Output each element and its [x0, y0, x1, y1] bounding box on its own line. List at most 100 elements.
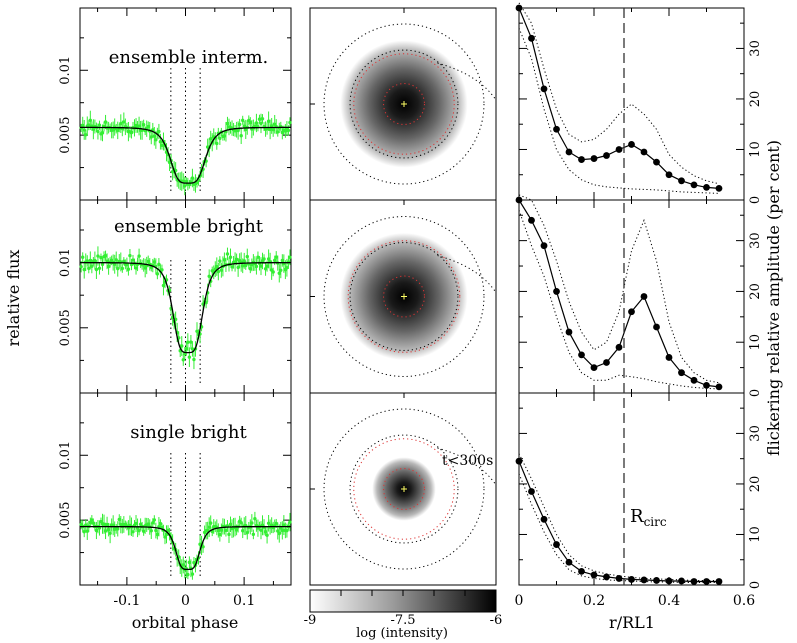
data-point: [97, 266, 102, 270]
data-point: [274, 255, 278, 259]
data-point: [85, 529, 89, 533]
y-tick-label: 0.01: [58, 56, 73, 85]
data-point: [540, 85, 548, 93]
data-point: [192, 357, 196, 362]
data-point: [105, 522, 109, 527]
y-tick-label: 0.005: [58, 502, 73, 539]
data-point: [276, 529, 280, 533]
disc-outer-circle: [323, 23, 485, 185]
data-point: [94, 528, 99, 533]
data-point: [515, 457, 523, 465]
data-point: [218, 532, 222, 537]
data-point: [222, 258, 227, 262]
data-point: [288, 520, 292, 524]
data-point: [515, 196, 523, 204]
y-tick-label: 30: [748, 425, 763, 442]
data-point: [218, 136, 222, 141]
model-curve: [80, 261, 291, 354]
data-point: [91, 521, 96, 525]
data-point: [106, 527, 111, 532]
x-tick-label: 0.6: [733, 593, 755, 609]
data-point: [215, 264, 219, 269]
data-point: [628, 308, 635, 316]
data-point: [90, 518, 94, 522]
data-point: [288, 120, 292, 125]
data-point: [114, 258, 118, 262]
data-point: [134, 266, 138, 270]
data-point: [690, 181, 698, 189]
data-point: [280, 130, 285, 135]
data-point: [186, 572, 190, 577]
colorbar-label: log (intensity): [356, 626, 448, 641]
data-point: [155, 272, 160, 276]
data-point: [163, 535, 167, 539]
data-point: [590, 364, 598, 372]
data-point: [216, 528, 221, 533]
eclipse-map-panel: [309, 199, 497, 394]
data-point: [279, 268, 283, 272]
data-point: [262, 257, 266, 261]
white-dwarf-marker: [401, 293, 407, 300]
data-point: [181, 358, 185, 362]
data-point: [678, 177, 685, 185]
data-point: [241, 529, 245, 533]
data-point: [125, 263, 129, 267]
data-point: [146, 522, 150, 526]
data-point: [715, 184, 723, 192]
data-point: [79, 264, 83, 269]
data-point: [553, 541, 560, 548]
data-point: [277, 271, 281, 275]
data-point: [678, 369, 685, 377]
series-line: [518, 460, 719, 583]
panel-title: single bright: [130, 422, 247, 443]
y-tick-label: 0.01: [58, 441, 73, 470]
data-point: [96, 254, 100, 258]
data-point: [120, 266, 125, 271]
data-point: [628, 576, 635, 583]
colorbar-tick-label: -9: [304, 613, 317, 628]
data-point: [239, 520, 243, 525]
data-point: [715, 578, 723, 585]
data-point: [268, 127, 272, 132]
disc-inner-circle: [349, 242, 459, 351]
data-point: [122, 259, 126, 263]
data-point: [288, 255, 292, 259]
data-point: [653, 577, 660, 584]
data-point: [265, 533, 269, 537]
data-point: [690, 578, 698, 585]
data-point: [88, 520, 93, 525]
data-point: [93, 258, 97, 263]
x-tick-label: 0.1: [233, 593, 255, 609]
series-line: [518, 7, 720, 189]
data-point: [209, 136, 213, 141]
data-point: [219, 268, 224, 272]
data-point: [207, 274, 211, 279]
lower-bound: [518, 28, 720, 194]
data-point: [186, 340, 190, 344]
data-point: [111, 128, 115, 132]
data-point: [116, 266, 120, 271]
right-y-label: flickering relative amplitude (per cent): [764, 140, 783, 456]
data-point: [160, 268, 164, 272]
data-point: [277, 531, 281, 536]
data-point: [230, 265, 234, 269]
left-x-label: orbital phase: [132, 613, 239, 632]
data-point: [131, 530, 135, 534]
data-point: [187, 560, 192, 565]
y-tick-label: 10: [748, 141, 763, 158]
data-point: [254, 264, 259, 269]
upper-bound: [518, 453, 719, 581]
data-point: [653, 158, 660, 166]
data-point: [274, 521, 278, 526]
x-tick-label: 0: [515, 593, 524, 609]
data-point: [628, 141, 635, 148]
data-point: [703, 578, 710, 585]
white-dwarf-marker: [401, 486, 407, 492]
data-point: [192, 560, 196, 565]
data-point: [259, 528, 263, 532]
data-point: [137, 124, 141, 128]
data-point: [183, 184, 187, 188]
data-point: [665, 354, 673, 361]
data-point: [158, 140, 163, 144]
